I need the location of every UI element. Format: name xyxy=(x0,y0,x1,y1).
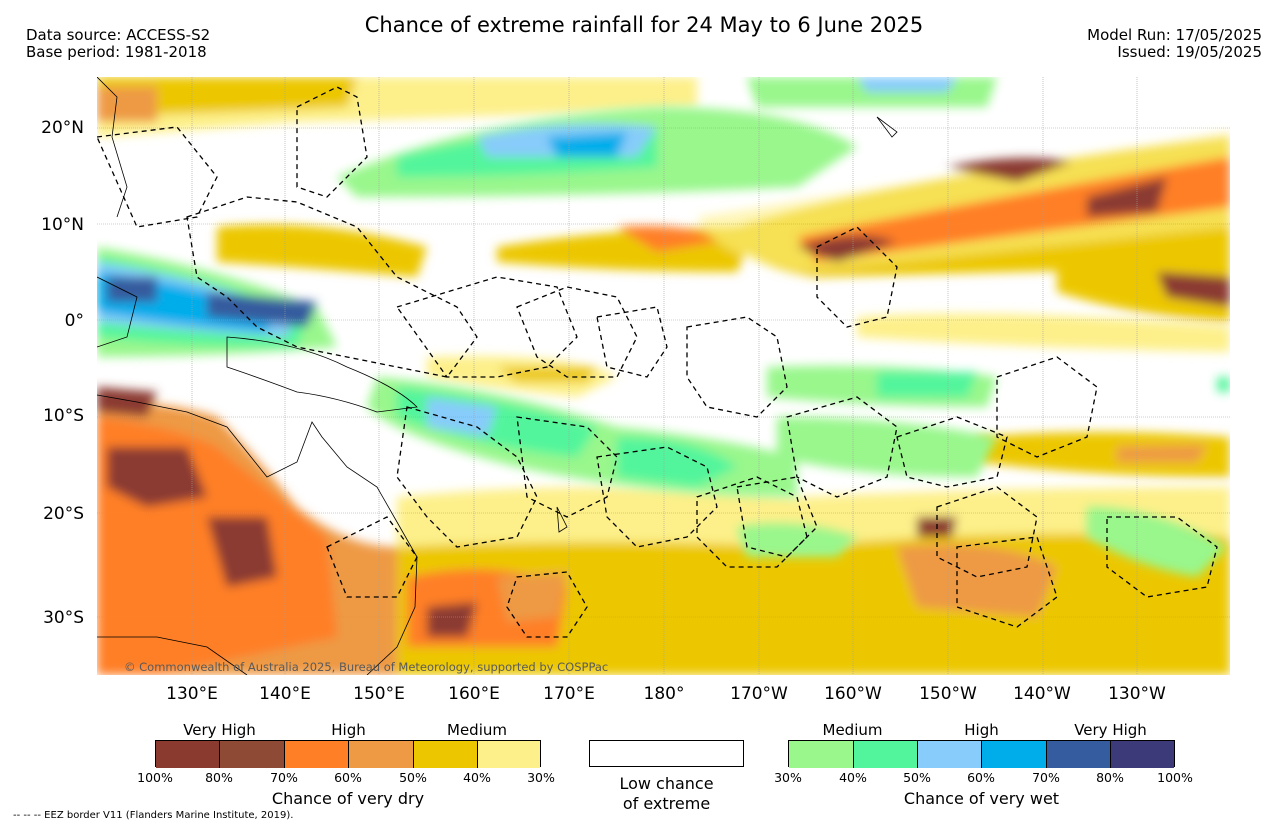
legend-wet-high: High xyxy=(964,721,999,739)
lon-label-150w: 150°W xyxy=(919,684,977,704)
copyright-notice: © Commonwealth of Australia 2025, Bureau… xyxy=(124,660,608,674)
lat-label-20s: 20°S xyxy=(43,504,84,524)
gridlines xyxy=(97,77,1230,675)
data-source-text: Data source: ACCESS-S2 xyxy=(26,26,211,44)
legend-wet-tick: 50% xyxy=(903,770,931,785)
legend-dry-swatch-5 xyxy=(414,741,478,768)
borneo-coast xyxy=(97,276,138,348)
lon-label-140e: 140°E xyxy=(259,684,311,704)
lon-label-160w: 160°W xyxy=(824,684,882,704)
legend-dry-tick: 40% xyxy=(463,770,491,785)
lat-label-30s: 30°S xyxy=(43,608,84,628)
base-period-text: Base period: 1981-2018 xyxy=(26,43,207,61)
lon-label-160e: 160°E xyxy=(448,684,500,704)
legend-dry-swatch-2 xyxy=(220,741,285,768)
rainfall-map: © Commonwealth of Australia 2025, Bureau… xyxy=(97,77,1230,675)
legend-dry-swatch-6 xyxy=(478,741,540,768)
legend-dry-swatch-3 xyxy=(285,741,349,768)
legend-dry-very-high: Very High xyxy=(183,721,256,739)
legend-low-line1: Low chance xyxy=(619,774,714,793)
legend-dry-tick: 100% xyxy=(137,770,173,785)
legend-wet-swatch-1 xyxy=(789,741,854,768)
new-caledonia-coast xyxy=(556,506,568,533)
legend-wet-tick: 70% xyxy=(1032,770,1060,785)
hawaii-coast xyxy=(876,116,898,138)
legend-dry-tick: 80% xyxy=(205,770,233,785)
lon-label-130e: 130°E xyxy=(166,684,218,704)
legend-wet-swatch-6 xyxy=(1111,741,1174,768)
legend-dry-colorbar xyxy=(155,740,541,768)
legend-low: Low chance of extreme xyxy=(589,740,744,813)
legend-low-swatch xyxy=(589,740,744,767)
coastlines xyxy=(97,77,898,675)
legend-wet-swatch-4 xyxy=(982,741,1047,768)
legend-dry-swatch-4 xyxy=(349,741,414,768)
legend-wet-swatch-2 xyxy=(854,741,918,768)
lat-label-0: 0° xyxy=(64,311,84,331)
lon-label-150e: 150°E xyxy=(353,684,405,704)
new-guinea-coast xyxy=(226,336,418,413)
legend-wet-tick: 60% xyxy=(967,770,995,785)
legend-low-line2: of extreme xyxy=(622,794,711,813)
legend-wet-title: Chance of very wet xyxy=(903,789,1060,808)
model-run-text: Model Run: 17/05/2025 xyxy=(1087,26,1262,44)
legend-wet-medium: Medium xyxy=(822,721,883,739)
lon-label-140w: 140°W xyxy=(1013,684,1071,704)
lon-label-170e: 170°E xyxy=(543,684,595,704)
lat-label-10s: 10°S xyxy=(43,406,84,426)
legend-wet-tick: 30% xyxy=(774,770,802,785)
lon-label-130w: 130°W xyxy=(1108,684,1166,704)
data-info: Data source: ACCESS-S2 Base period: 1981… xyxy=(26,27,210,61)
wet-anomaly-field xyxy=(97,77,1230,577)
legend-low-text: Low chance of extreme xyxy=(589,774,744,814)
eez-footnote: -- -- -- EEZ border V11 (Flanders Marine… xyxy=(13,810,294,821)
legend-dry-high: High xyxy=(331,721,366,739)
dry-anomaly-field xyxy=(97,77,1230,675)
lon-label-170w: 170°W xyxy=(730,684,788,704)
legend-dry-tick: 50% xyxy=(399,770,427,785)
australia-south-coast xyxy=(97,636,248,675)
legend-wet-tick: 100% xyxy=(1157,770,1193,785)
legend-dry: Very High High Medium 100% 80% 70% 60% 5… xyxy=(137,720,555,820)
map-title: Chance of extreme rainfall for 24 May to… xyxy=(364,13,924,37)
legend-wet-tick: 80% xyxy=(1096,770,1124,785)
legend-dry-tick: 60% xyxy=(334,770,362,785)
legend-wet-tick: 40% xyxy=(839,770,867,785)
lat-label-20n: 20°N xyxy=(41,118,84,138)
lat-label-10n: 10°N xyxy=(41,215,84,235)
lon-label-180: 180° xyxy=(643,684,685,704)
legend-wet: Medium High Very High 30% 40% 50% 60% 70… xyxy=(774,720,1193,820)
legend-dry-swatch-1 xyxy=(156,741,220,768)
legend-wet-very-high: Very High xyxy=(1074,721,1147,739)
legend-dry-title: Chance of very dry xyxy=(271,789,425,808)
issued-text: Issued: 19/05/2025 xyxy=(1117,43,1262,61)
legend-wet-swatch-3 xyxy=(918,741,982,768)
legend-dry-medium: Medium xyxy=(447,721,507,739)
legend-wet-swatch-5 xyxy=(1047,741,1111,768)
eez-borders xyxy=(97,86,1218,638)
legend-dry-tick: 30% xyxy=(527,770,555,785)
australia-coast xyxy=(97,394,418,675)
legend-wet-colorbar xyxy=(788,740,1175,768)
run-info: Model Run: 17/05/2025 Issued: 19/05/2025 xyxy=(1087,27,1262,61)
legend-dry-tick: 70% xyxy=(270,770,298,785)
